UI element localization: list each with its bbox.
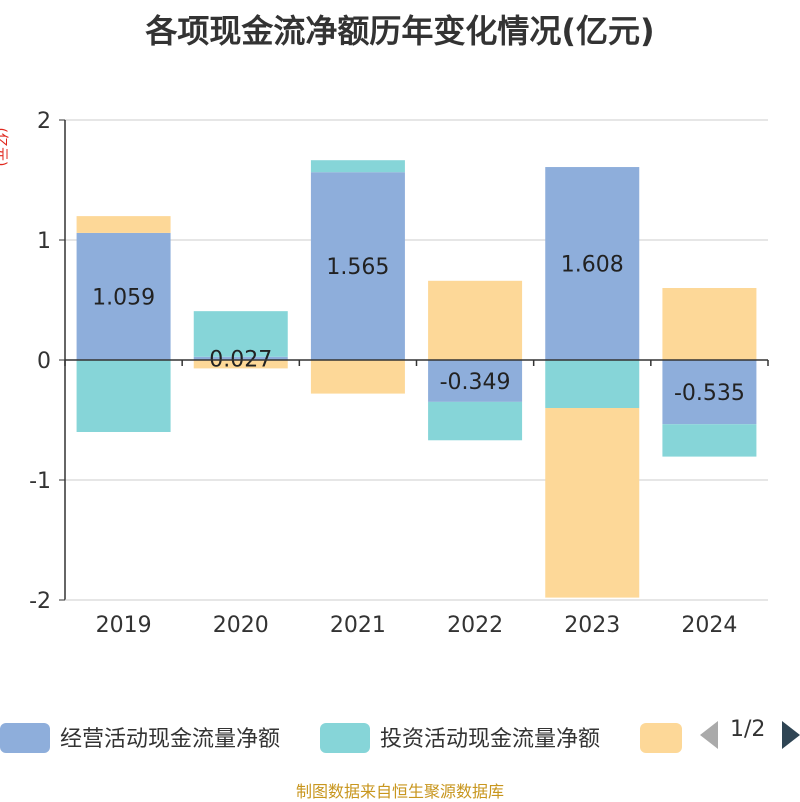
legend-label: 经营活动现金流量净额	[60, 727, 281, 752]
legend-prev-page-icon[interactable]	[700, 721, 718, 749]
data-source-note: 制图数据来自恒生聚源数据库	[295, 782, 504, 801]
legend-swatch	[640, 723, 682, 753]
legend-swatch	[320, 723, 370, 753]
bar-segment	[662, 288, 757, 360]
bar-segment	[545, 167, 640, 360]
x-tick-label: 2022	[447, 613, 503, 638]
legend: 经营活动现金流量净额 投资活动现金流量净额 1/2	[0, 715, 800, 755]
y-tick-label: -2	[29, 589, 51, 614]
bar-segment	[193, 311, 288, 357]
bar-segment	[662, 424, 757, 457]
bar-segment	[76, 216, 171, 233]
y-tick-label: 1	[37, 229, 51, 254]
bar-segment	[428, 401, 523, 441]
y-tick-label: -1	[29, 469, 51, 494]
data-label: -0.535	[674, 381, 745, 406]
data-label: 1.608	[561, 253, 624, 278]
bar-segment	[545, 408, 640, 598]
bar-segment	[76, 360, 171, 432]
x-tick-label: 2020	[213, 613, 269, 638]
bar-chart: 210-1-21.0590.0271.565-0.3491.608-0.5352…	[29, 109, 769, 638]
chart-title: 各项现金流净额历年变化情况(亿元)	[145, 12, 655, 50]
bar-segment	[545, 360, 640, 408]
legend-label: 投资活动现金流量净额	[380, 727, 601, 752]
x-tick-label: 2019	[96, 613, 152, 638]
y-tick-label: 2	[37, 109, 51, 134]
bar-segment	[310, 160, 405, 173]
bar-segment	[310, 360, 405, 394]
bar-segment	[428, 280, 523, 360]
bar-segment	[310, 172, 405, 360]
legend-next-page-icon[interactable]	[782, 721, 800, 749]
bar-segment	[428, 360, 523, 402]
y-tick-label: 0	[37, 349, 51, 374]
x-tick-label: 2023	[564, 613, 620, 638]
bar-segment	[76, 232, 171, 360]
legend-page-indicator: 1/2	[730, 717, 766, 742]
data-label: 1.565	[326, 255, 389, 280]
data-label: -0.349	[440, 370, 511, 395]
bar-segment	[662, 360, 757, 425]
bar-segment	[193, 360, 288, 369]
data-label: 1.059	[92, 285, 155, 310]
bar-segment	[193, 356, 288, 360]
x-tick-label: 2024	[681, 613, 737, 638]
legend-swatch	[0, 723, 50, 753]
x-tick-label: 2021	[330, 613, 386, 638]
